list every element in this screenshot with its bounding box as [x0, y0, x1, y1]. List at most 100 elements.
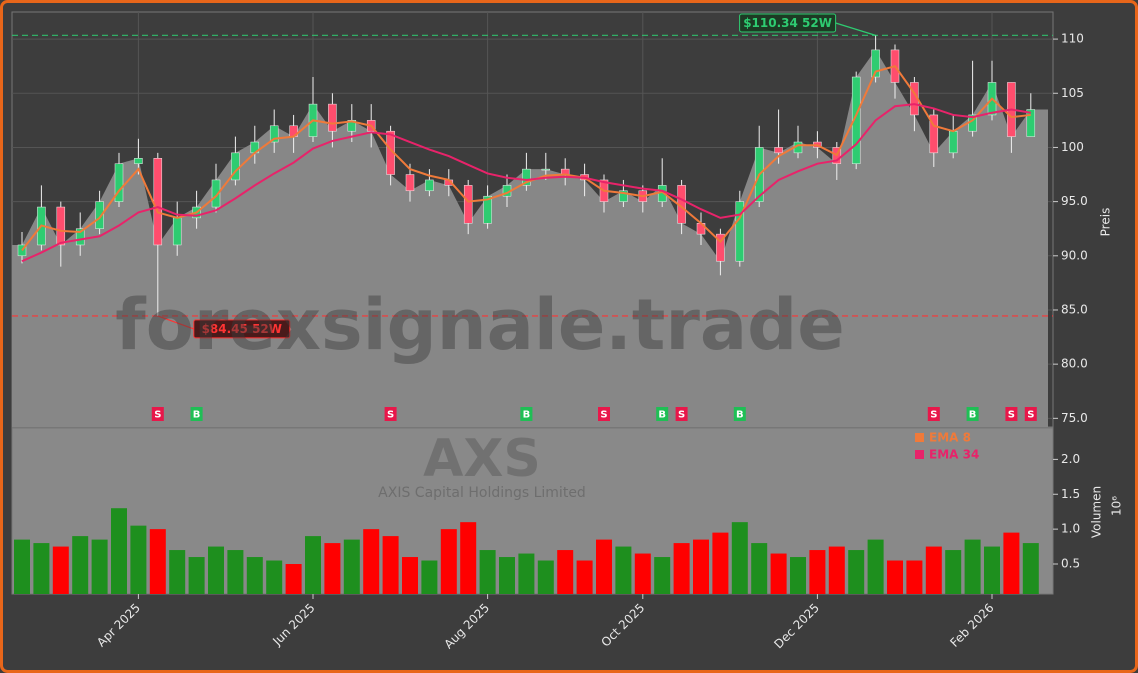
volume-bar [72, 536, 89, 594]
y-tick-label: 85.0 [1061, 302, 1088, 316]
volume-bar [634, 553, 651, 594]
volume-bar [402, 557, 418, 594]
candle-body [735, 201, 745, 262]
volume-bar [111, 508, 127, 594]
ticker-watermark: AXS [423, 429, 541, 489]
candle-body [716, 233, 725, 262]
volume-axis-label: Volumen [1090, 486, 1104, 538]
volume-bar [809, 550, 826, 594]
y-tick-label: 95.0 [1061, 194, 1088, 208]
y-tick-label: 105 [1061, 86, 1084, 100]
volume-bar [343, 539, 360, 594]
candle-body [114, 163, 124, 202]
signal-marker [384, 407, 397, 421]
volume-bar [421, 560, 438, 594]
volume-y-tick-label: 1.5 [1061, 487, 1080, 501]
volume-y-tick-label: 1.0 [1061, 522, 1080, 536]
annotation-box [193, 319, 291, 339]
volume-bar [246, 557, 263, 594]
volume-bar [731, 522, 748, 594]
signal-marker [656, 407, 669, 421]
volume-bar [169, 550, 186, 594]
volume-bar [382, 536, 399, 594]
volume-bar [14, 539, 30, 594]
signal-marker [927, 407, 940, 421]
annotation-label: $110.34 52W [743, 16, 832, 30]
candle-body [1026, 109, 1036, 137]
y-tick-label: 80.0 [1061, 357, 1088, 371]
volume-bar [557, 550, 574, 594]
legend-label: EMA 8 [929, 431, 971, 445]
signal-label: S [600, 410, 607, 421]
signal-label: B [658, 410, 666, 421]
volume-bar [33, 543, 50, 594]
volume-bar [208, 546, 224, 594]
volume-bar [848, 550, 865, 594]
volume-bar [537, 560, 554, 594]
watermark: forexsignale.trade [115, 284, 844, 366]
signal-label: S [1008, 410, 1015, 421]
signal-label: S [154, 410, 161, 421]
volume-bar [925, 546, 942, 594]
volume-bar [751, 543, 768, 594]
signal-marker [598, 407, 610, 421]
candle-body [619, 190, 628, 202]
signal-marker [1024, 407, 1037, 421]
candle-body [948, 130, 958, 154]
volume-bar [130, 525, 147, 594]
volume-bar [673, 543, 690, 594]
volume-bar [615, 546, 632, 594]
signal-label: B [969, 410, 977, 421]
candle-body [269, 125, 279, 143]
volume-bar [479, 550, 496, 594]
candle-body [153, 158, 163, 246]
signal-marker [520, 407, 533, 421]
volume-bar [460, 522, 477, 594]
signal-marker [966, 407, 979, 421]
volume-bar [518, 553, 535, 594]
y-tick-label: 100 [1061, 140, 1084, 154]
signal-marker [733, 407, 746, 421]
candle-body [328, 103, 337, 132]
candle-body [211, 179, 221, 208]
signal-marker [190, 407, 203, 421]
volume-bar [285, 564, 302, 594]
volume-bar [770, 553, 787, 594]
signal-label: B [193, 410, 201, 421]
y-tick-label: 90.0 [1061, 248, 1088, 262]
volume-bar [266, 560, 283, 594]
annotation-arrow [835, 22, 876, 37]
volume-bar [91, 539, 108, 594]
volume-y-tick-label: 2.0 [1061, 452, 1080, 466]
volume-bar [984, 546, 1000, 594]
candle-body [95, 201, 104, 229]
candle-body [871, 49, 880, 78]
signal-marker [1005, 407, 1018, 421]
volume-bar [1003, 532, 1020, 594]
volume-bar [52, 546, 69, 594]
volume-bar [149, 529, 166, 594]
legend-label: EMA 34 [929, 448, 979, 462]
volume-bar [440, 529, 457, 594]
ema-line [21, 65, 1031, 251]
candle-body [463, 185, 473, 224]
volume-bar [499, 557, 515, 594]
candle-body [347, 120, 357, 132]
candle-body [541, 168, 551, 171]
y-axis-label: Preis [1099, 208, 1113, 237]
volume-bar [712, 532, 729, 594]
volume-bar [693, 539, 709, 594]
ema-line [21, 103, 1031, 263]
candle-body [774, 147, 783, 154]
volume-bar [867, 539, 884, 594]
y-tick-label: 75.0 [1061, 411, 1088, 425]
legend-swatch [915, 450, 924, 459]
volume-bar [964, 539, 981, 594]
volume-bar [828, 546, 845, 594]
volume-bar [363, 529, 380, 594]
y-tick-label: 110 [1061, 32, 1084, 46]
volume-bar [906, 560, 923, 594]
signal-label: S [678, 410, 685, 421]
